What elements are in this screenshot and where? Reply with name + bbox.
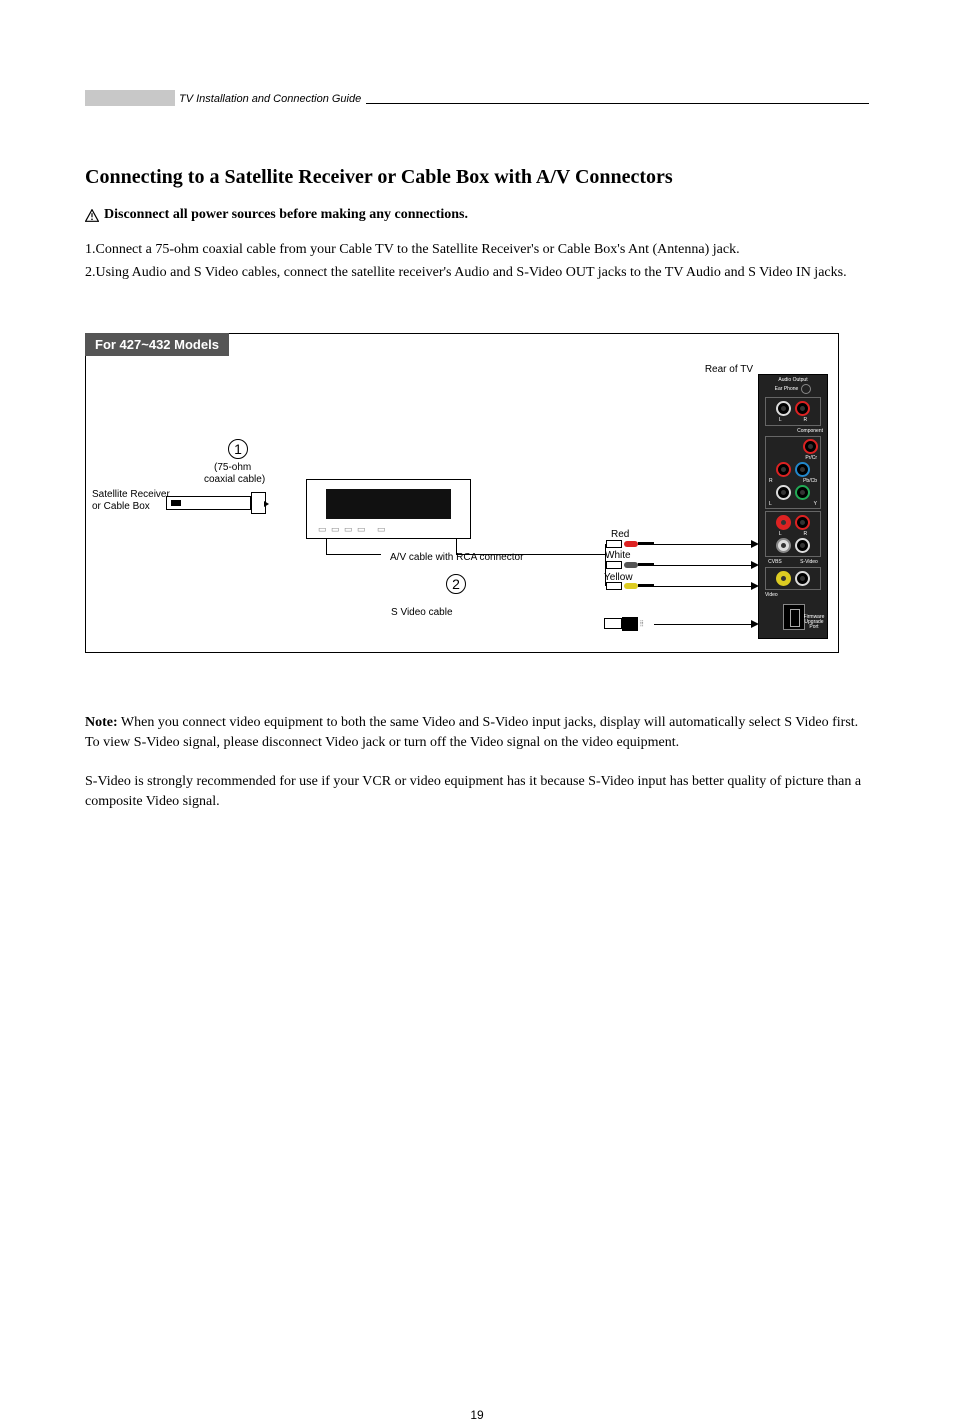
step-marker-2: 2	[446, 574, 466, 594]
coax-end	[251, 492, 266, 514]
rca-white-label: White	[605, 550, 631, 561]
arrow-white	[654, 565, 754, 566]
page-title: Connecting to a Satellite Receiver or Ca…	[85, 166, 869, 189]
panel-cvbs: CVBS	[768, 559, 782, 565]
panel-pbcb: Pb/Cb	[803, 478, 817, 484]
note-bold: Note:	[85, 715, 118, 730]
arrow-svideo	[654, 624, 754, 625]
page-header: TV Installation and Connection Guide	[85, 90, 869, 106]
panel-audio-output: Audio Output	[759, 377, 827, 383]
coax-connector	[166, 496, 251, 510]
panel-l-comp: L	[769, 501, 772, 507]
step-1-number: 1.	[85, 239, 96, 260]
panel-l-2: L	[779, 531, 782, 537]
panel-audio-lr-2: LR	[765, 511, 821, 557]
cable-av-v	[605, 544, 606, 586]
rca-red-plug	[606, 540, 651, 548]
rca-yellow-plug	[606, 582, 651, 590]
panel-r-comp: R	[769, 478, 773, 484]
cable-stub-1	[326, 539, 327, 554]
cable-line-1	[326, 554, 381, 555]
arrow-red	[654, 544, 754, 545]
panel-cvbs-svideo-labels: CVBS S-Video	[759, 559, 827, 565]
panel-component-label: Component	[759, 428, 827, 434]
warning-icon	[85, 209, 99, 222]
panel-audio-lr-1: LR	[765, 397, 821, 426]
note-p1-text: When you connect video equipment to both…	[118, 715, 859, 730]
panel-svideo: S-Video	[800, 559, 818, 565]
cable-av-h	[516, 554, 606, 555]
note-p2: To view S-Video signal, please disconnec…	[85, 733, 869, 753]
panel-component-box: Pr/Cr RPb/Cb LY	[765, 436, 821, 509]
warning-row: Disconnect all power sources before maki…	[85, 207, 869, 223]
step-1: 1. Connect a 75-ohm coaxial cable from y…	[85, 239, 869, 260]
panel-earphone-label: Ear Phone	[775, 386, 799, 392]
sat-label-2: or Cable Box	[92, 501, 150, 512]
receiver-screen	[326, 489, 451, 519]
sat-label-1: Satellite Receiver	[92, 489, 170, 500]
step-2-number: 2.	[85, 262, 96, 283]
note-section: Note: When you connect video equipment t…	[85, 713, 869, 812]
panel-video-box	[765, 567, 821, 590]
header-rule	[366, 103, 869, 104]
rca-white-plug	[606, 561, 651, 569]
rca-red-label: Red	[611, 529, 629, 540]
cable-line-2	[456, 554, 516, 555]
panel-l-1: L	[779, 417, 782, 423]
rear-of-tv-label: Rear of TV	[705, 364, 753, 375]
coax-label-2: coaxial cable)	[204, 474, 265, 485]
panel-y: Y	[814, 501, 817, 507]
step-marker-1: 1	[228, 439, 248, 459]
panel-video-label: Video	[759, 592, 827, 598]
svideo-plug: ⦙⦙	[604, 617, 654, 631]
note-p3: S-Video is strongly recommended for use …	[85, 772, 869, 813]
coax-label-1: (75-ohm	[214, 462, 251, 473]
diagram-model-header: For 427~432 Models	[85, 333, 229, 356]
page-number: 19	[85, 1408, 869, 1422]
panel-r-1: R	[803, 417, 807, 423]
receiver-slots: ▭ ▭ ▭ ▭ ▭	[318, 524, 387, 535]
panel-fw-label: Firmware Upgrade Port	[803, 615, 825, 630]
cable-stub-2	[456, 539, 457, 554]
step-2: 2. Using Audio and S Video cables, conne…	[85, 262, 869, 283]
panel-earphone-row: Ear Phone	[759, 384, 827, 394]
connection-diagram: For 427~432 Models Rear of TV 1 (75-ohm …	[85, 333, 839, 653]
svideo-cable-label: S Video cable	[391, 607, 453, 618]
step-2-text: Using Audio and S Video cables, connect …	[96, 262, 870, 283]
note-p1: Note: When you connect video equipment t…	[85, 713, 869, 733]
panel-usb-port	[783, 604, 805, 630]
panel-fw3: Port	[809, 624, 818, 630]
warning-text: Disconnect all power sources before maki…	[104, 207, 468, 223]
arrow-yellow	[654, 586, 754, 587]
header-section-title: TV Installation and Connection Guide	[175, 93, 361, 106]
step-1-text: Connect a 75-ohm coaxial cable from your…	[96, 239, 870, 260]
panel-r-2: R	[803, 531, 807, 537]
header-grey-block	[85, 90, 175, 106]
rear-panel: Audio Output Ear Phone LR Component Pr/C…	[758, 374, 828, 639]
